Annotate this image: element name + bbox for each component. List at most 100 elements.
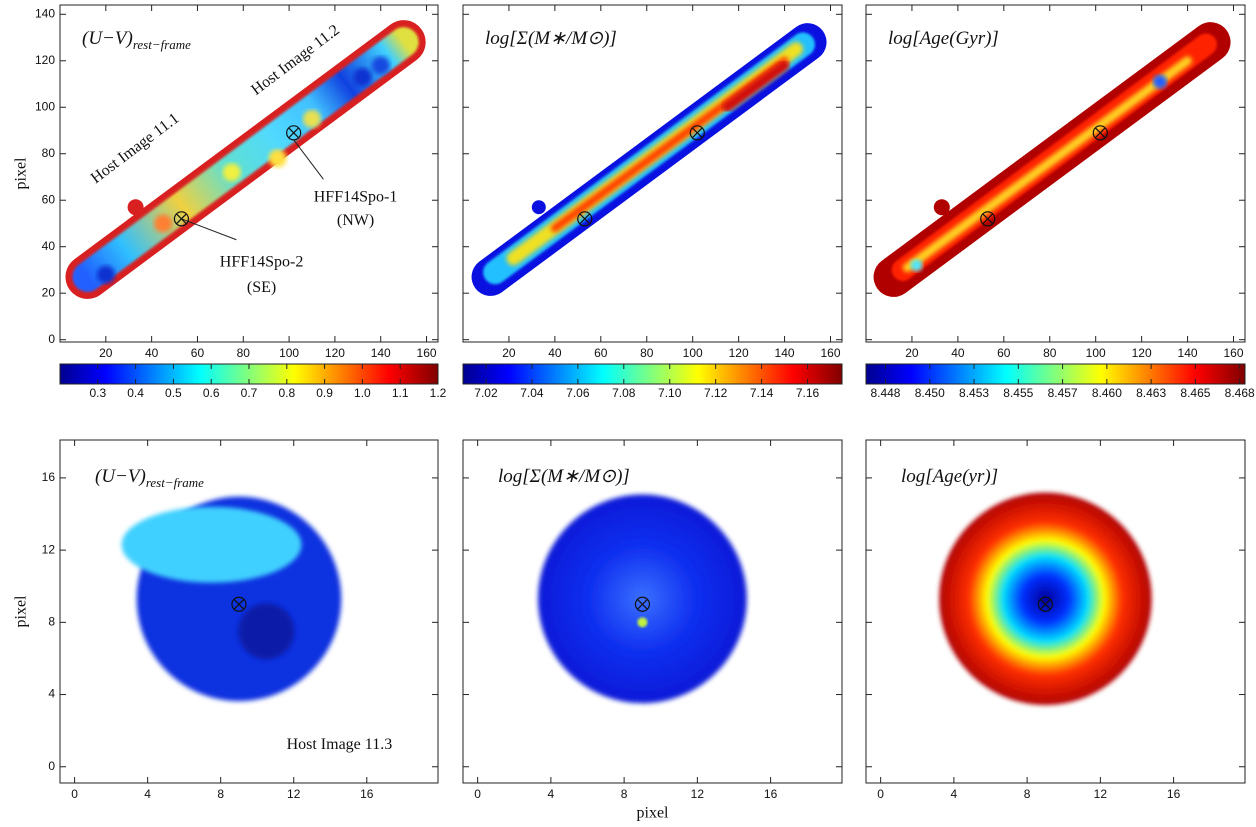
image-region <box>96 265 115 284</box>
x-tick-label: 4 <box>951 787 958 801</box>
marker-cross <box>1040 598 1051 610</box>
axes-frame <box>462 4 843 343</box>
image-region <box>933 199 950 216</box>
panel-title: log[Age(yr)] <box>901 466 998 487</box>
y-tick-label: 40 <box>42 239 56 253</box>
colorbar-tick-label: 8.450 <box>915 386 945 400</box>
x-tick-label: 8 <box>217 787 224 801</box>
x-tick-label: 100 <box>1086 346 1106 360</box>
title-main: (U−V) <box>95 466 146 487</box>
marker <box>286 125 302 141</box>
marker <box>634 596 651 612</box>
image-layer <box>121 496 342 702</box>
colorbar-tick-label: 0.6 <box>203 386 220 400</box>
x-tick-label: 0 <box>474 787 481 801</box>
panel-title: (U−V)rest−frame <box>82 28 191 52</box>
panel-title: (U−V)rest−frame <box>95 466 204 490</box>
colorbar-tick-label: 0.3 <box>89 386 106 400</box>
x-tick-label: 4 <box>144 787 151 801</box>
image-region <box>154 214 173 233</box>
annotation: HFF14Spo-2 <box>220 254 304 271</box>
x-tick-label: 160 <box>820 346 840 360</box>
x-tick-label: 16 <box>360 787 374 801</box>
y-tick-label: 100 <box>35 99 55 113</box>
y-tick-label: 140 <box>35 6 55 20</box>
image-region <box>121 506 302 583</box>
x-tick-label: 0 <box>71 787 78 801</box>
image-region <box>538 494 747 704</box>
title-main: (U−V) <box>82 28 133 49</box>
image-region <box>127 199 144 216</box>
annotation: (SE) <box>247 279 276 296</box>
marker-cross <box>579 213 591 225</box>
colorbar-tick-label: 7.12 <box>704 386 728 400</box>
colorbar-tick-label: 0.8 <box>278 386 295 400</box>
x-tick-label: 20 <box>99 346 113 360</box>
image-layer <box>538 494 747 704</box>
leader-line <box>293 139 324 180</box>
image-layer <box>873 22 1231 297</box>
colorbar-tick-label: 8.448 <box>870 386 900 400</box>
y-axis-label: pixel <box>13 595 30 628</box>
x-tick-label: 8 <box>621 787 628 801</box>
colorbar-tick-label: 8.463 <box>1136 386 1166 400</box>
marker-cross <box>233 598 245 610</box>
image-layer <box>939 492 1152 706</box>
image-region <box>371 56 390 75</box>
x-tick-label: 40 <box>145 346 159 360</box>
x-axis-label: pixel <box>637 805 670 822</box>
panel-title: log[Σ(M∗/M⊙)] <box>485 28 617 49</box>
colorbar-tick-label: 7.14 <box>750 386 774 400</box>
y-tick-label: 4 <box>48 687 55 701</box>
x-tick-label: 60 <box>594 346 608 360</box>
colorbar <box>865 363 1246 385</box>
y-tick-label: 120 <box>35 53 55 67</box>
y-axis-label: pixel <box>13 157 30 190</box>
y-tick-label: 0 <box>48 332 55 346</box>
marker-cross <box>691 127 703 139</box>
y-tick-label: 80 <box>42 146 56 160</box>
title-main: log[Σ(M∗/M⊙)] <box>498 466 630 487</box>
x-tick-label: 160 <box>1223 346 1243 360</box>
marker-ring <box>577 211 593 227</box>
x-tick-label: 140 <box>775 346 795 360</box>
annotation: HFF14Spo-1 <box>314 189 398 206</box>
x-tick-label: 16 <box>1167 787 1181 801</box>
annotation: Host Image 11.3 <box>287 736 393 753</box>
x-tick-label: 80 <box>1043 346 1057 360</box>
x-tick-label: 20 <box>905 346 919 360</box>
axes-frame <box>462 439 843 784</box>
image-layer <box>471 23 827 296</box>
colorbar <box>462 363 843 385</box>
x-tick-label: 60 <box>191 346 205 360</box>
image-region <box>902 56 1193 273</box>
axes-frame <box>59 4 439 343</box>
x-tick-label: 0 <box>877 787 884 801</box>
x-tick-label: 120 <box>729 346 749 360</box>
marker <box>1092 125 1108 141</box>
marker <box>689 125 705 141</box>
axes-frame <box>865 439 1246 784</box>
image-region <box>722 60 790 113</box>
marker-cross <box>288 127 300 139</box>
y-tick-label: 20 <box>42 285 56 299</box>
x-tick-label: 12 <box>691 787 705 801</box>
colorbar-tick-label: 1.1 <box>392 386 409 400</box>
image-region <box>637 617 648 628</box>
marker <box>1037 596 1054 612</box>
panel-title: log[Age(Gyr)] <box>888 28 999 49</box>
colorbar-tick-label: 8.465 <box>1180 386 1210 400</box>
x-tick-label: 40 <box>951 346 965 360</box>
x-tick-label: 100 <box>279 346 299 360</box>
title-sub: rest−frame <box>146 475 204 490</box>
colorbar-tick-label: 8.455 <box>1003 386 1033 400</box>
y-tick-label: 0 <box>48 759 55 773</box>
marker-ring <box>173 211 190 227</box>
image-region <box>238 603 295 660</box>
image-region <box>353 68 372 87</box>
annotation: (NW) <box>337 212 374 229</box>
colorbar-tick-label: 7.02 <box>474 386 498 400</box>
x-tick-label: 120 <box>1132 346 1152 360</box>
image-region <box>531 200 546 215</box>
